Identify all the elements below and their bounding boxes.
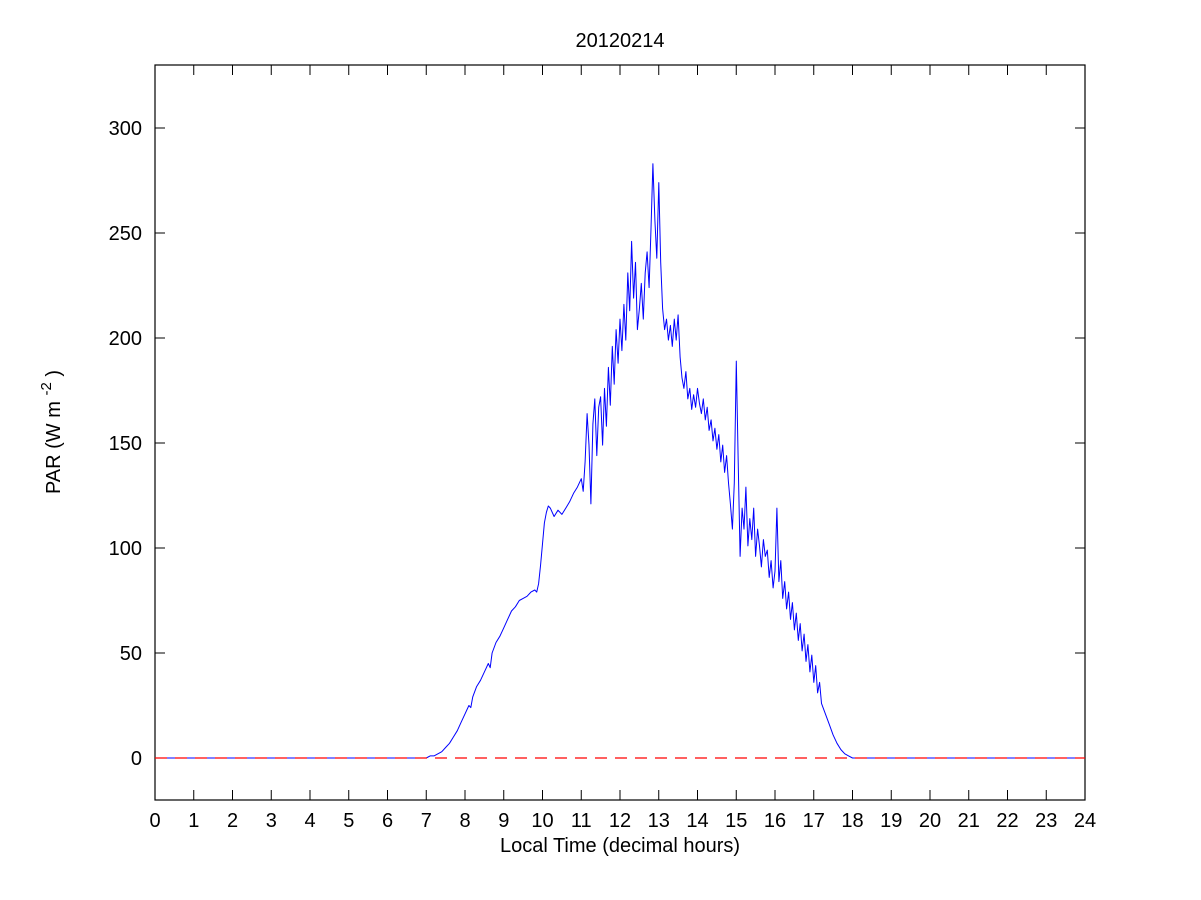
x-tick-label: 3: [266, 810, 277, 832]
x-tick-label: 4: [304, 810, 315, 832]
x-tick-label: 12: [609, 810, 631, 832]
y-tick-label: 50: [120, 643, 142, 665]
plot-box: [154, 64, 1086, 801]
x-tick-label: 9: [498, 810, 509, 832]
y-axis-label-prefix: PAR (W m: [43, 401, 65, 494]
x-tick-label: 2: [227, 810, 238, 832]
x-tick-label: 18: [841, 810, 863, 832]
chart-title: 20120214: [576, 30, 665, 52]
x-tick-label: 10: [531, 810, 553, 832]
x-tick-label: 0: [149, 810, 160, 832]
x-tick-label: 17: [803, 810, 825, 832]
x-tick-label: 5: [343, 810, 354, 832]
x-axis-label: Local Time (decimal hours): [500, 835, 740, 857]
y-tick-label: 0: [131, 748, 142, 770]
x-tick-label: 19: [880, 810, 902, 832]
x-tick-label: 11: [571, 810, 592, 832]
y-tick-label: 250: [109, 223, 142, 245]
y-tick-label: 300: [109, 118, 142, 140]
par-series-line: [155, 163, 1085, 759]
x-tick-label: 15: [725, 810, 747, 832]
x-tick-label: 14: [686, 810, 708, 832]
y-axis-label: PAR (W m -2 ): [34, 370, 65, 494]
axes: 0 1 2 3 4 5 6 7 8 9 10 11 12 13 14 15 16 17 18 19 20 21 22 23 24…: [109, 64, 1096, 832]
x-tick-label: 21: [958, 810, 980, 832]
plot-area: [155, 65, 1085, 800]
x-tick-label: 1: [188, 810, 199, 832]
x-tick-label: 6: [382, 810, 393, 832]
y-tick-label: 100: [109, 538, 142, 560]
x-tick-label: 22: [996, 810, 1018, 832]
y-tick-label: 200: [109, 328, 142, 350]
x-tick-label: 23: [1035, 810, 1057, 832]
x-tick-label: 24: [1074, 810, 1096, 832]
x-tick-label: 7: [421, 810, 432, 832]
x-tick-label: 20: [919, 810, 941, 832]
x-tick-label: 13: [648, 810, 670, 832]
y-tick-label: 150: [109, 433, 142, 455]
y-axis-label-superscript: -2: [38, 382, 55, 395]
x-tick-label: 8: [459, 810, 470, 832]
x-tick-label: 16: [764, 810, 786, 832]
y-axis-label-suffix: ): [43, 370, 65, 377]
